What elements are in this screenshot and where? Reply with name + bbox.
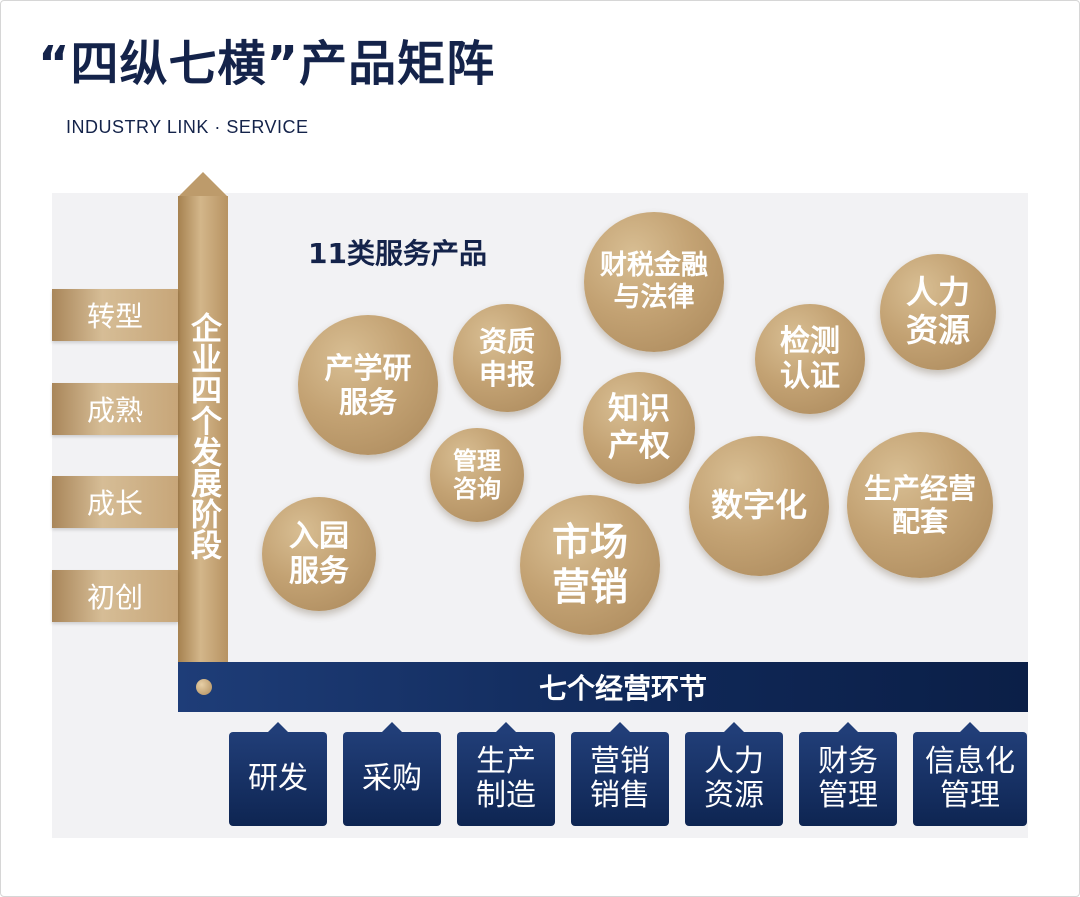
product-label: 知识 产权 [608,391,670,464]
product-label: 入园 服务 [289,518,349,589]
axis-arrow-icon [178,172,228,197]
stage-mature: 成熟 [52,383,178,435]
product-bubble: 产学研 服务 [298,315,438,455]
stage-transformation: 转型 [52,289,178,341]
product-label: 生产经营 配套 [863,471,976,538]
notch-icon [268,722,288,732]
stage-axis [178,196,228,664]
product-bubble: 数字化 [689,436,829,576]
business-link-procurement: 采购 [343,732,441,826]
notch-icon [960,722,980,732]
business-link-hr: 人力 资源 [685,732,783,826]
products-title: 11类服务产品 [308,237,487,270]
notch-icon [838,722,858,732]
stage-axis-label: 企业四个发展阶段 [185,312,221,560]
business-link-production: 生产 制造 [457,732,555,826]
business-link-sales: 营销 销售 [571,732,669,826]
notch-icon [496,722,516,732]
product-bubble: 生产经营 配套 [847,432,993,578]
business-link-it: 信息化 管理 [913,732,1027,826]
stage-growth: 成长 [52,476,178,528]
product-label: 财税金融 与法律 [600,250,708,313]
notch-icon [382,722,402,732]
business-links-title: 七个经营环节 [178,662,1078,712]
bullet-dot-icon [196,679,212,695]
product-label: 产学研 服务 [324,350,412,419]
product-label: 人力 资源 [905,273,970,349]
product-bubble: 资质 申报 [453,304,561,412]
product-bubble: 管理 咨询 [430,428,524,522]
product-bubble: 入园 服务 [262,497,376,611]
business-links-bar [178,662,1028,712]
notch-icon [610,722,630,732]
notch-icon [724,722,744,732]
product-bubble: 人力 资源 [880,254,996,370]
product-bubble: 财税金融 与法律 [584,212,724,352]
product-bubble: 知识 产权 [583,372,695,484]
business-links-title-text: 七个经营环节 [538,672,707,705]
product-label: 数字化 [710,486,807,525]
business-link-rd: 研发 [229,732,327,826]
business-link-finance: 财务 管理 [799,732,897,826]
product-label: 管理 咨询 [453,446,501,503]
stage-startup: 初创 [52,570,178,622]
page-subtitle: INDUSTRY LINK · SERVICE [66,117,309,137]
product-bubble: 检测 认证 [755,304,865,414]
product-label: 检测 认证 [780,323,840,394]
product-bubble: 市场 营销 [520,495,660,635]
product-label: 资质 申报 [478,324,535,391]
page-title: “四纵七横”产品矩阵 [38,36,496,92]
product-label: 市场 营销 [551,520,628,609]
